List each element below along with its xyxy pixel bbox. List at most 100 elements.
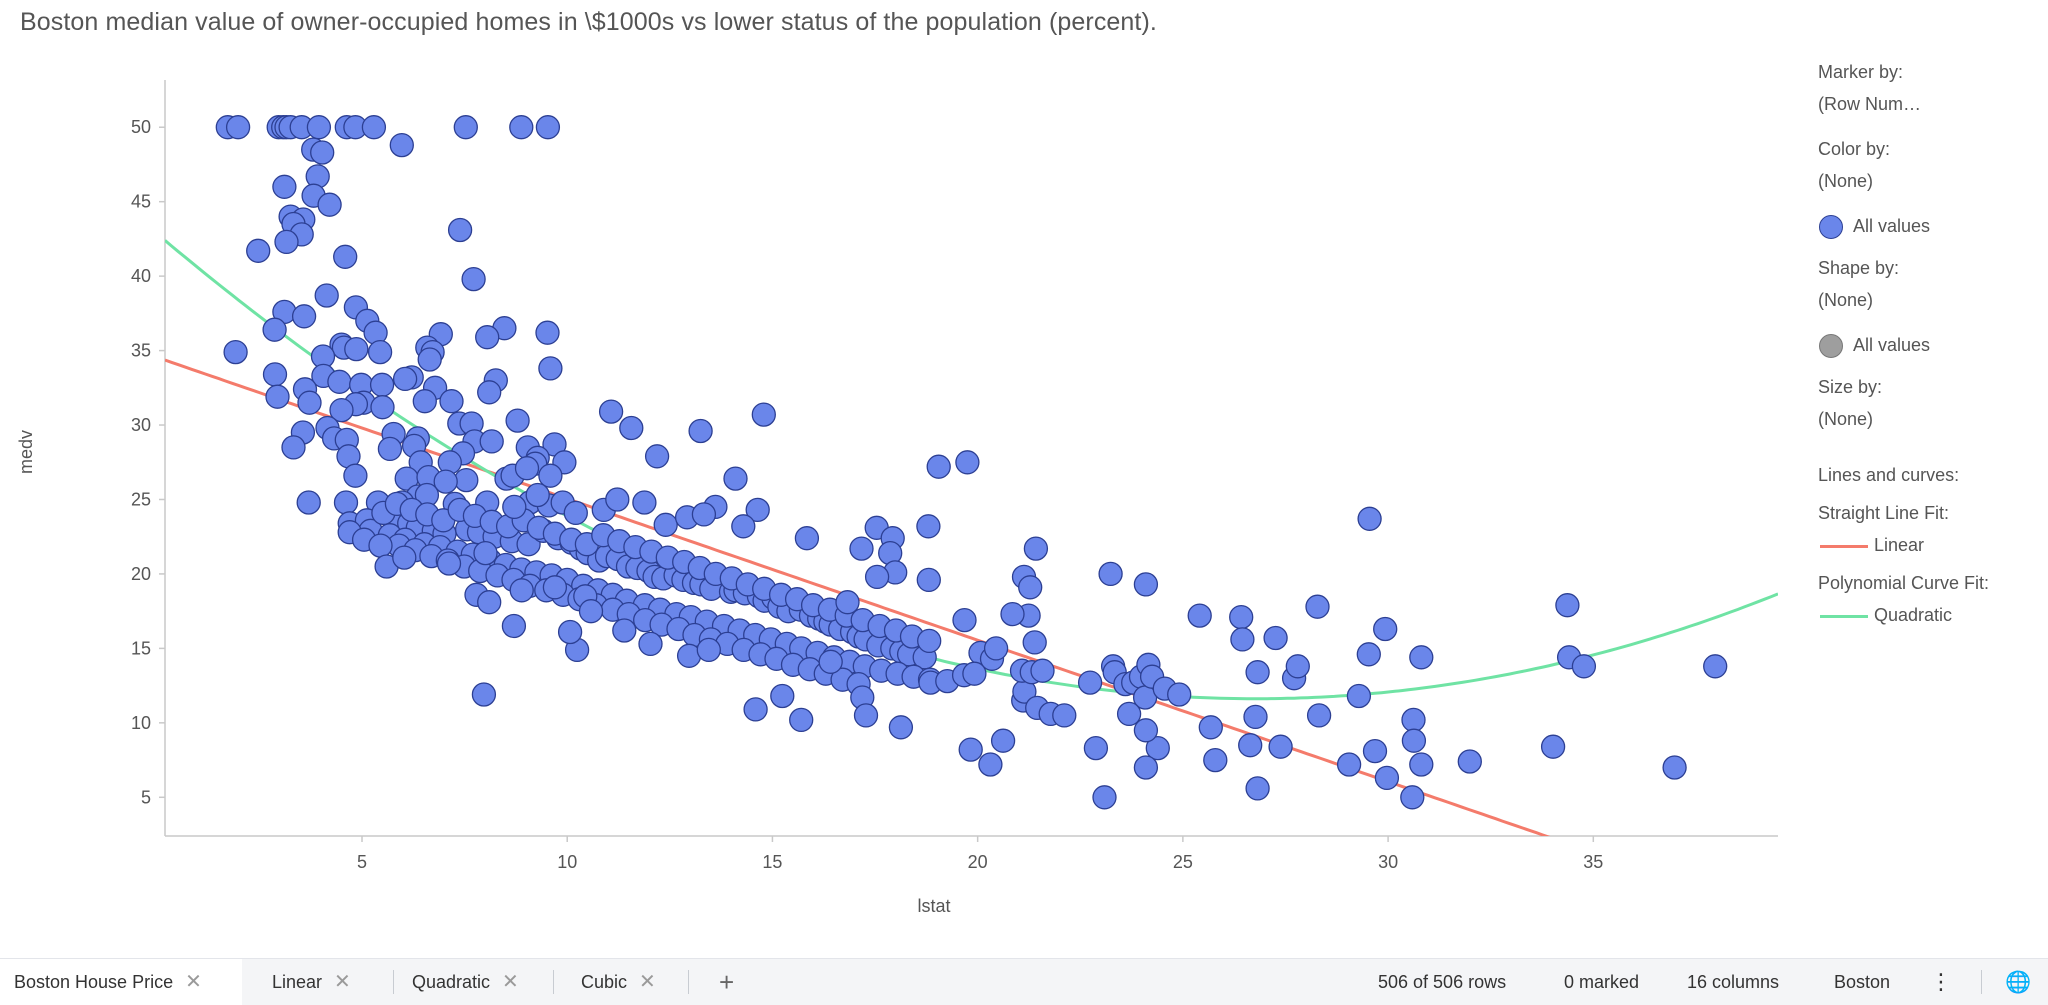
data-point[interactable] bbox=[329, 397, 354, 423]
data-point[interactable] bbox=[291, 304, 317, 329]
data-point[interactable] bbox=[1167, 682, 1192, 707]
data-point[interactable] bbox=[1092, 785, 1117, 810]
data-point[interactable] bbox=[433, 469, 458, 494]
data-point[interactable] bbox=[1555, 593, 1580, 618]
scatter-chart[interactable]: 5 10 15 20 25 30 35 5 10 15 20 25 30 35 40 45 50 lstat m… bbox=[0, 0, 2048, 958]
data-point[interactable] bbox=[505, 408, 530, 433]
more-options-icon[interactable]: ⋮ bbox=[1930, 969, 1952, 994]
quadratic-legend-item[interactable]: Quadratic bbox=[1818, 605, 1952, 626]
data-point[interactable] bbox=[1145, 735, 1170, 761]
data-point[interactable] bbox=[723, 466, 748, 491]
data-point[interactable] bbox=[958, 737, 983, 762]
data-point[interactable] bbox=[1409, 752, 1434, 777]
data-point[interactable] bbox=[1030, 658, 1055, 683]
data-point[interactable] bbox=[1133, 572, 1159, 597]
data-point[interactable] bbox=[417, 347, 442, 372]
dataset-name[interactable]: Boston bbox=[1834, 972, 1891, 992]
data-point[interactable] bbox=[514, 456, 540, 481]
data-point[interactable] bbox=[454, 467, 479, 493]
data-point[interactable] bbox=[743, 697, 768, 722]
data-point[interactable] bbox=[225, 115, 251, 140]
data-point[interactable] bbox=[578, 599, 604, 624]
data-point[interactable] bbox=[1203, 747, 1228, 773]
color-by-value[interactable]: (None) bbox=[1818, 171, 1874, 191]
marker-by-value[interactable]: (Row Num… bbox=[1818, 94, 1922, 114]
size-by-value[interactable]: (None) bbox=[1818, 409, 1874, 429]
data-point[interactable] bbox=[770, 683, 795, 709]
data-point[interactable] bbox=[1187, 603, 1212, 628]
data-point[interactable] bbox=[473, 540, 498, 566]
shape-by-value[interactable]: (None) bbox=[1818, 290, 1874, 310]
data-point[interactable] bbox=[1362, 738, 1388, 764]
data-point[interactable] bbox=[306, 115, 332, 140]
data-point[interactable] bbox=[731, 514, 756, 539]
data-point[interactable] bbox=[696, 637, 721, 663]
data-point[interactable] bbox=[619, 415, 644, 441]
data-point[interactable] bbox=[1305, 594, 1330, 619]
data-point[interactable] bbox=[612, 618, 637, 643]
data-point[interactable] bbox=[598, 399, 624, 424]
data-point[interactable] bbox=[1229, 604, 1254, 630]
data-point[interactable] bbox=[1023, 536, 1049, 561]
data-point[interactable] bbox=[274, 229, 299, 255]
data-point[interactable] bbox=[367, 339, 393, 365]
data-point[interactable] bbox=[853, 703, 879, 728]
data-point[interactable] bbox=[849, 536, 874, 561]
data-point[interactable] bbox=[1356, 642, 1381, 667]
data-point[interactable] bbox=[1098, 561, 1123, 587]
data-point[interactable] bbox=[1022, 630, 1047, 655]
data-point[interactable] bbox=[962, 661, 987, 686]
data-point[interactable] bbox=[1357, 506, 1382, 531]
data-point[interactable] bbox=[1401, 728, 1427, 753]
data-point[interactable] bbox=[1245, 776, 1270, 801]
data-point[interactable] bbox=[392, 545, 417, 570]
close-icon[interactable]: ✕ bbox=[639, 971, 656, 993]
data-point[interactable] bbox=[653, 512, 678, 537]
data-point[interactable] bbox=[1018, 575, 1043, 600]
data-point[interactable] bbox=[917, 628, 942, 654]
data-point[interactable] bbox=[392, 366, 418, 392]
data-point[interactable] bbox=[535, 320, 560, 345]
data-point[interactable] bbox=[317, 192, 342, 217]
data-point[interactable] bbox=[926, 454, 951, 479]
data-point[interactable] bbox=[1374, 765, 1400, 791]
data-point[interactable] bbox=[1571, 654, 1597, 679]
data-point[interactable] bbox=[461, 266, 486, 292]
data-point[interactable] bbox=[368, 533, 393, 558]
data-point[interactable] bbox=[1133, 718, 1159, 743]
data-point[interactable] bbox=[1238, 733, 1263, 758]
tab-quadratic[interactable]: Quadratic ✕ bbox=[412, 959, 519, 1005]
data-point[interactable] bbox=[370, 395, 395, 420]
data-point[interactable] bbox=[502, 494, 527, 520]
data-point[interactable] bbox=[1703, 654, 1728, 679]
data-point[interactable] bbox=[688, 418, 713, 444]
tab-boston-house-price[interactable]: Boston House Price ✕ bbox=[0, 959, 242, 1005]
data-point[interactable] bbox=[344, 336, 369, 362]
data-point[interactable] bbox=[644, 444, 670, 469]
data-point[interactable] bbox=[1306, 703, 1332, 728]
data-point[interactable] bbox=[632, 490, 657, 515]
data-point[interactable] bbox=[1285, 654, 1310, 679]
data-point[interactable] bbox=[1083, 735, 1109, 761]
data-point[interactable] bbox=[1243, 704, 1268, 730]
data-point[interactable] bbox=[471, 682, 497, 707]
data-point[interactable] bbox=[439, 389, 464, 414]
data-point[interactable] bbox=[535, 115, 561, 140]
data-point[interactable] bbox=[1268, 734, 1293, 759]
close-icon[interactable]: ✕ bbox=[334, 971, 351, 993]
data-point[interactable] bbox=[1457, 749, 1482, 774]
data-point[interactable] bbox=[509, 115, 534, 140]
data-point[interactable] bbox=[310, 140, 335, 165]
data-point[interactable] bbox=[525, 482, 550, 508]
data-point[interactable] bbox=[557, 619, 583, 645]
data-points[interactable] bbox=[215, 115, 1728, 810]
data-point[interactable] bbox=[563, 500, 588, 526]
data-point[interactable] bbox=[605, 487, 630, 512]
data-point[interactable] bbox=[1409, 645, 1434, 670]
data-point[interactable] bbox=[262, 362, 288, 387]
data-point[interactable] bbox=[983, 636, 1009, 661]
data-point[interactable] bbox=[343, 463, 368, 488]
close-icon[interactable]: ✕ bbox=[185, 971, 202, 993]
data-point[interactable] bbox=[538, 356, 563, 381]
data-point[interactable] bbox=[369, 372, 395, 397]
